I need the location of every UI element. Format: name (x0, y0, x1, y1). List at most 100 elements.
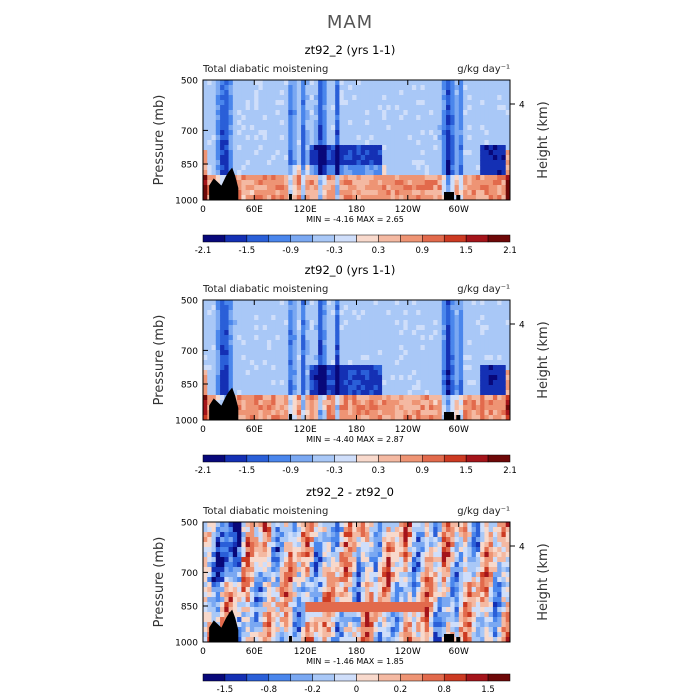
heatmap-cell (416, 562, 421, 568)
heatmap-cell (394, 160, 400, 166)
heatmap-cell (301, 325, 306, 331)
heatmap-cell (249, 582, 255, 588)
heatmap-cell (382, 395, 387, 401)
heatmap-cell (232, 547, 238, 553)
heatmap-cell (284, 380, 289, 386)
heatmap-cell (411, 532, 417, 538)
heatmap-cell (433, 90, 438, 96)
heatmap-cell (360, 190, 366, 196)
heatmap-cell (330, 180, 336, 186)
heatmap-cell (454, 330, 460, 336)
heatmap-cell (241, 360, 247, 366)
heatmap-cell (254, 185, 259, 191)
heatmap-cell (484, 365, 490, 371)
heatmap-cell (441, 100, 447, 106)
heatmap-cell (271, 190, 276, 196)
heatmap-cell (390, 165, 396, 171)
heatmap-cell (258, 140, 264, 146)
heatmap-cell (339, 390, 345, 396)
heatmap-cell (390, 380, 396, 386)
heatmap-cell (249, 150, 255, 156)
heatmap-cell (352, 617, 357, 623)
heatmap-cell (266, 185, 272, 191)
heatmap-cell (386, 532, 392, 538)
heatmap-cell (437, 115, 443, 121)
heatmap-cell (249, 105, 255, 111)
heatmap-cell (249, 400, 255, 406)
heatmap-cell (356, 175, 362, 181)
heatmap-cell (377, 542, 383, 548)
heatmap-cell (407, 557, 413, 563)
terrain-andes (443, 412, 454, 420)
heatmap-cell (347, 350, 353, 356)
heatmap-cell (480, 355, 485, 361)
heatmap-cell (475, 110, 481, 116)
heatmap-cell (339, 567, 345, 573)
heatmap-cell (288, 532, 293, 538)
heatmap-cell (254, 627, 259, 633)
heatmap-cell (471, 355, 477, 361)
heatmap-cell (347, 365, 353, 371)
heatmap-cell (369, 527, 374, 533)
heatmap-cell (390, 542, 396, 548)
heatmap-cell (437, 150, 443, 156)
heatmap-cell (501, 120, 507, 126)
heatmap-cell (275, 567, 281, 573)
heatmap-cell (207, 527, 212, 533)
heatmap-cell (420, 390, 426, 396)
heatmap-cell (245, 592, 251, 598)
heatmap-cell (454, 300, 460, 306)
heatmap-cell (309, 110, 315, 116)
heatmap-cell (394, 390, 400, 396)
heatmap-cell (471, 195, 477, 201)
heatmap-cell (220, 175, 225, 181)
heatmap-cell (480, 80, 485, 86)
heatmap-cell (203, 405, 208, 411)
heatmap-cell (403, 95, 409, 101)
heatmap-cell (245, 532, 251, 538)
heatmap-cell (254, 380, 259, 386)
heatmap-cell (492, 150, 498, 156)
heatmap-cell (407, 135, 413, 141)
heatmap-cell (220, 572, 225, 578)
heatmap-cell (394, 410, 400, 416)
heatmap-cell (446, 90, 451, 96)
heatmap-cell (437, 90, 443, 96)
heatmap-cell (505, 165, 511, 171)
heatmap-cell (215, 522, 221, 528)
heatmap-cell (411, 390, 417, 396)
heatmap-cell (228, 320, 234, 326)
heatmap-cell (262, 170, 268, 176)
heatmap-cell (424, 400, 430, 406)
heatmap-cell (335, 592, 340, 598)
heatmap-cell (411, 612, 417, 618)
heatmap-cell (237, 637, 242, 643)
heatmap-cell (501, 390, 507, 396)
heatmap-cell (356, 360, 362, 366)
heatmap-cell (318, 310, 323, 316)
heatmap-cell (258, 547, 264, 553)
heatmap-cell (296, 627, 302, 633)
heatmap-cell (386, 120, 392, 126)
heatmap-cell (437, 165, 443, 171)
heatmap-cell (407, 165, 413, 171)
heatmap-cell (394, 195, 400, 201)
heatmap-cell (266, 340, 272, 346)
heatmap-cell (386, 350, 392, 356)
heatmap-cell (266, 627, 272, 633)
heatmap-cell (467, 325, 473, 331)
heatmap-cell (369, 135, 374, 141)
heatmap-cell (322, 632, 328, 638)
heatmap-cell (292, 385, 298, 391)
heatmap-cell (373, 612, 379, 618)
heatmap-cell (305, 315, 310, 321)
heatmap-cell (249, 410, 255, 416)
heatmap-cell (347, 100, 353, 106)
heatmap-cell (305, 552, 310, 558)
heatmap-cell (241, 632, 247, 638)
heatmap-cell (262, 390, 268, 396)
heatmap-cell (207, 360, 212, 366)
heatmap-cell (330, 120, 336, 126)
heatmap-cell (318, 325, 323, 331)
heatmap-cell (335, 125, 340, 131)
